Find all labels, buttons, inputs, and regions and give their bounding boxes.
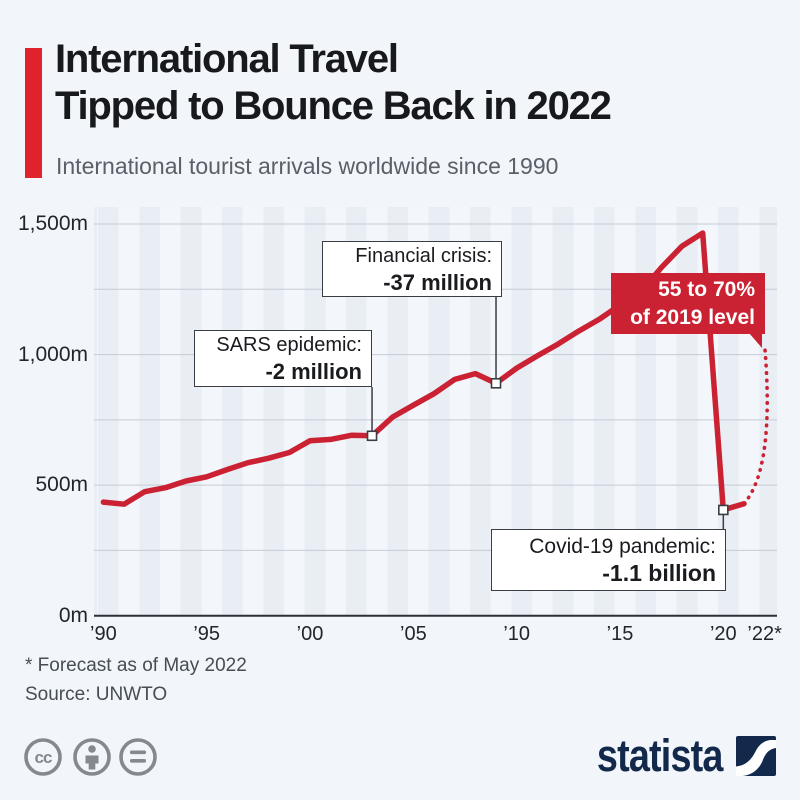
y-axis-label: 0m bbox=[58, 603, 88, 627]
chart-subtitle: International tourist arrivals worldwide… bbox=[56, 153, 559, 179]
title-accent-bar bbox=[25, 48, 42, 178]
title-line-1: International Travel bbox=[55, 37, 399, 81]
annotation-financial-crisis: Financial crisis: -37 million bbox=[322, 241, 502, 297]
equal-icon bbox=[119, 738, 157, 776]
annotation-sars-value: -2 million bbox=[265, 359, 362, 384]
x-axis-label: ’22* bbox=[747, 623, 782, 645]
annotation-covid-label: Covid-19 pandemic: bbox=[529, 534, 716, 558]
x-axis-label: ’05 bbox=[400, 623, 427, 645]
title-line-2: Tipped to Bounce Back in 2022 bbox=[55, 84, 612, 128]
y-axis-label: 1,000m bbox=[17, 342, 88, 366]
x-axis-label: ’20 bbox=[709, 623, 737, 645]
x-axis-label: ’15 bbox=[606, 623, 634, 645]
annotation-sars: SARS epidemic: -2 million bbox=[194, 330, 372, 387]
statista-logo-mark bbox=[736, 736, 776, 776]
footnote: * Forecast as of May 2022 bbox=[25, 655, 247, 676]
x-axis-label: ’90 bbox=[90, 623, 117, 645]
forecast-callout-line-2: of 2019 level bbox=[630, 305, 755, 329]
annotation-financial-value: -37 million bbox=[383, 269, 492, 295]
statista-logo: statista bbox=[573, 730, 776, 782]
x-axis-label: ’95 bbox=[193, 623, 221, 645]
data-marker-2003 bbox=[366, 430, 378, 442]
forecast-callout: 55 to 70% of 2019 level bbox=[611, 273, 765, 348]
x-axis-label: ’10 bbox=[503, 623, 531, 645]
annotation-covid: Covid-19 pandemic: -1.1 billion bbox=[491, 529, 726, 591]
y-axis-label: 1,500m bbox=[17, 212, 88, 235]
x-axis-label: ’00 bbox=[296, 623, 324, 645]
cc-icon: cc bbox=[24, 738, 62, 776]
annotation-covid-value: -1.1 billion bbox=[602, 559, 716, 586]
forecast-callout-line-1: 55 to 70% bbox=[658, 277, 755, 301]
data-marker-2020 bbox=[718, 504, 729, 516]
source-note: Source: UNWTO bbox=[25, 684, 168, 705]
license-icons: cc bbox=[24, 738, 157, 776]
svg-text:cc: cc bbox=[35, 748, 52, 767]
data-marker-2009 bbox=[490, 377, 502, 389]
statista-wordmark: statista bbox=[597, 730, 723, 781]
annotation-sars-label: SARS epidemic: bbox=[216, 334, 362, 356]
page-title: International Travel Tipped to Bounce Bac… bbox=[55, 36, 612, 130]
attribution-icon bbox=[73, 738, 111, 776]
y-axis-label: 500m bbox=[35, 473, 88, 497]
forecast-dotted-line bbox=[742, 343, 770, 506]
annotation-financial-label: Financial crisis: bbox=[355, 244, 492, 267]
